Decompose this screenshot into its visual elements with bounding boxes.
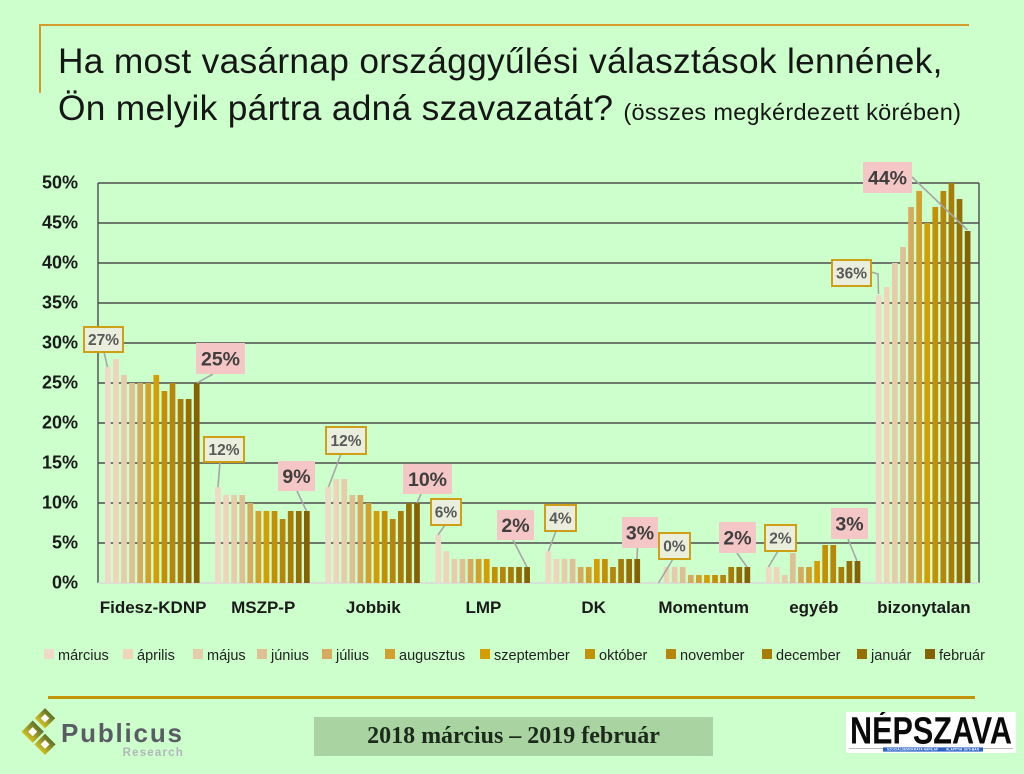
svg-text:LMP: LMP bbox=[465, 598, 501, 617]
svg-text:Publicus: Publicus bbox=[61, 718, 184, 748]
svg-text:május: május bbox=[207, 648, 246, 664]
svg-text:6%: 6% bbox=[435, 505, 458, 522]
svg-text:9%: 9% bbox=[282, 466, 310, 488]
svg-text:március: március bbox=[58, 648, 109, 664]
svg-text:12%: 12% bbox=[208, 442, 239, 459]
svg-text:3%: 3% bbox=[626, 523, 654, 545]
svg-text:augusztus: augusztus bbox=[399, 648, 465, 664]
svg-text:szeptember: szeptember bbox=[494, 648, 570, 664]
svg-text:45%: 45% bbox=[42, 213, 78, 233]
svg-text:0%: 0% bbox=[663, 539, 686, 556]
svg-text:25%: 25% bbox=[201, 349, 240, 371]
svg-text:DK: DK bbox=[581, 598, 606, 617]
svg-text:2%: 2% bbox=[769, 531, 792, 548]
svg-text:július: július bbox=[335, 648, 369, 664]
svg-text:4%: 4% bbox=[549, 511, 572, 528]
svg-text:10%: 10% bbox=[408, 469, 447, 491]
svg-text:30%: 30% bbox=[42, 333, 78, 353]
svg-text:35%: 35% bbox=[42, 293, 78, 313]
svg-text:2%: 2% bbox=[501, 515, 529, 537]
svg-text:december: december bbox=[776, 648, 841, 664]
svg-text:április: április bbox=[137, 648, 175, 664]
svg-text:november: november bbox=[680, 648, 745, 664]
svg-text:50%: 50% bbox=[42, 173, 78, 193]
svg-text:Research: Research bbox=[123, 747, 184, 759]
svg-text:20%: 20% bbox=[42, 413, 78, 433]
svg-text:40%: 40% bbox=[42, 253, 78, 273]
svg-text:Momentum: Momentum bbox=[658, 598, 749, 617]
svg-text:44%: 44% bbox=[868, 168, 907, 190]
svg-text:36%: 36% bbox=[836, 266, 867, 283]
svg-text:5%: 5% bbox=[52, 533, 78, 553]
svg-text:10%: 10% bbox=[42, 493, 78, 513]
svg-text:február: február bbox=[939, 648, 985, 664]
svg-text:Fidesz-KDNP: Fidesz-KDNP bbox=[100, 598, 207, 617]
svg-text:27%: 27% bbox=[88, 332, 119, 349]
svg-text:bizonytalan: bizonytalan bbox=[877, 598, 971, 617]
svg-text:0%: 0% bbox=[52, 573, 78, 593]
svg-text:január: január bbox=[870, 648, 911, 664]
svg-text:25%: 25% bbox=[42, 373, 78, 393]
svg-text:október: október bbox=[599, 648, 648, 664]
svg-text:15%: 15% bbox=[42, 453, 78, 473]
svg-text:3%: 3% bbox=[835, 514, 863, 536]
svg-text:NÉPSZAVA: NÉPSZAVA bbox=[850, 712, 1012, 753]
svg-text:Jobbik: Jobbik bbox=[346, 598, 401, 617]
svg-text:12%: 12% bbox=[330, 433, 361, 450]
svg-text:MSZP-P: MSZP-P bbox=[231, 598, 295, 617]
svg-text:SZOCIÁLDEMOKRATA NAPILAP: SZOCIÁLDEMOKRATA NAPILAP ALAPÍTVA 1873-B… bbox=[887, 747, 980, 752]
svg-text:június: június bbox=[270, 648, 309, 664]
svg-text:2%: 2% bbox=[723, 528, 751, 550]
svg-text:egyéb: egyéb bbox=[789, 598, 838, 617]
